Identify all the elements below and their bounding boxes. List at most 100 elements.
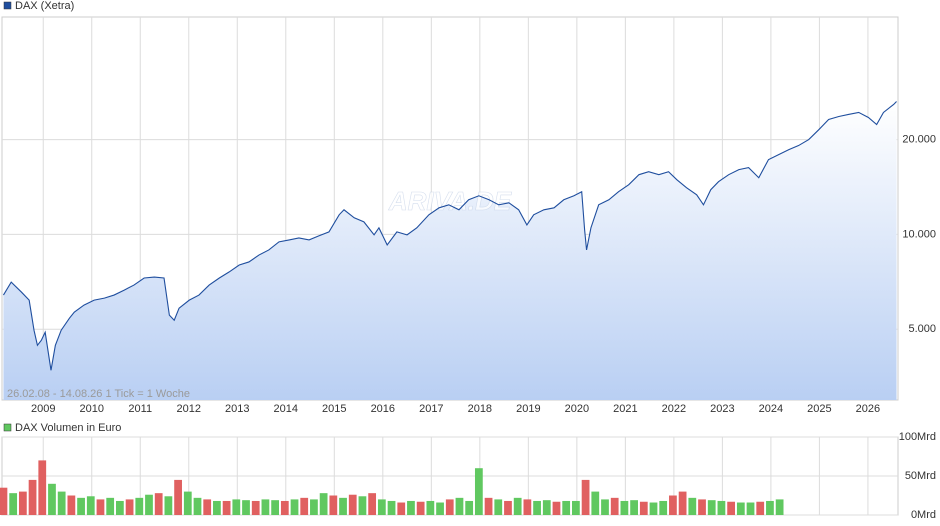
volume-bar [67, 495, 76, 515]
x-tick-label: 2013 [225, 403, 249, 415]
volume-bar [601, 499, 609, 515]
volume-bar [639, 501, 648, 515]
volume-bar [77, 497, 85, 515]
price-title: DAX (Xetra) [15, 0, 74, 12]
volume-bar [513, 497, 522, 515]
volume-bar [271, 500, 279, 515]
volume-bar [339, 497, 347, 515]
volume-bar [630, 500, 638, 515]
volume-bar [48, 483, 56, 515]
volume-bar [86, 496, 95, 515]
volume-bar [261, 499, 270, 515]
volume-bar [504, 500, 512, 515]
volume-bar [678, 491, 687, 515]
x-tick-label: 2025 [807, 403, 831, 415]
volume-bar [533, 500, 541, 515]
volume-bar [736, 502, 745, 515]
volume-bar [310, 499, 318, 515]
annotation: 26.02.08 - 14.08.26 1 Tick = 1 Woche [7, 388, 190, 400]
x-tick-label: 2015 [322, 403, 346, 415]
volume-bar [0, 487, 8, 515]
volume-bar [358, 496, 367, 515]
volume-bar [494, 499, 503, 515]
y-tick-label: 50Mrd [905, 470, 936, 482]
x-tick-label: 2019 [516, 403, 540, 415]
volume-bar [174, 479, 182, 515]
x-tick-label: 2012 [177, 403, 201, 415]
volume-bar [426, 500, 435, 515]
volume-bar [154, 493, 163, 515]
volume-bar [57, 491, 66, 515]
y-tick-label: 0Mrd [911, 509, 936, 521]
volume-bar [591, 491, 600, 515]
volume-bar [213, 500, 221, 515]
volume-bar [38, 460, 47, 515]
volume-bar [707, 500, 716, 515]
y-tick-label: 100Mrd [899, 431, 936, 443]
volume-bar [562, 500, 571, 515]
volume-bar [251, 500, 260, 515]
volume-bar [397, 502, 406, 515]
volume-bar [145, 494, 153, 515]
x-tick-label: 2016 [371, 403, 395, 415]
volume-bar [572, 500, 580, 515]
volume-bar [290, 499, 299, 515]
volume-bar [436, 502, 444, 515]
volume-bar [319, 493, 328, 515]
legend-swatch [3, 1, 12, 10]
x-tick-label: 2022 [662, 403, 686, 415]
volume-bar [620, 500, 629, 515]
volume-bar [222, 500, 231, 515]
x-tick-label: 2020 [565, 403, 589, 415]
volume-bar [96, 499, 105, 515]
x-tick-label: 2021 [613, 403, 637, 415]
volume-bar [688, 497, 697, 515]
x-tick-label: 2023 [710, 403, 734, 415]
volume-bar [135, 497, 144, 515]
x-tick-label: 2011 [128, 403, 152, 415]
y-tick-label: 5.000 [908, 323, 936, 335]
volume-bar [698, 499, 706, 515]
volume-bar [465, 500, 474, 515]
volume-bar [610, 497, 619, 515]
volume-bar [669, 495, 677, 515]
x-tick-label: 2009 [31, 403, 55, 415]
volume-bar [348, 494, 357, 515]
y-tick-label: 20.000 [902, 133, 936, 145]
x-tick-label: 2014 [274, 403, 298, 415]
volume-bar [474, 468, 483, 515]
volume-title: DAX Volumen in Euro [15, 422, 121, 434]
volume-bar [18, 491, 27, 515]
y-tick-label: 10.000 [902, 228, 936, 240]
x-tick-label: 2017 [419, 403, 443, 415]
volume-bar [659, 500, 668, 515]
volume-bar [193, 497, 202, 515]
legend-swatch [3, 423, 12, 432]
volume-bar [407, 500, 415, 515]
volume-bar [377, 499, 386, 515]
volume-bar [106, 497, 115, 515]
watermark: ARIVA.DE [388, 186, 512, 216]
volume-bar [183, 491, 192, 515]
price-line [2, 101, 897, 371]
volume-bar [116, 500, 124, 515]
volume-bar [455, 497, 464, 515]
volume-bar [242, 500, 250, 515]
volume-bar [484, 497, 493, 515]
volume-bar [727, 501, 736, 515]
volume-bar [125, 499, 134, 515]
volume-bar [756, 501, 765, 515]
area [3, 101, 897, 401]
volume-bar [387, 500, 396, 515]
volume-bar [445, 499, 454, 515]
volume-bar [581, 479, 590, 515]
x-tick-label: 2010 [80, 403, 104, 415]
volume-bar [9, 493, 18, 515]
volume-bar [368, 493, 377, 515]
volume-bar [542, 500, 551, 515]
volume-bar [416, 501, 425, 515]
volume-bar [649, 502, 658, 515]
volume-bar [28, 479, 37, 515]
